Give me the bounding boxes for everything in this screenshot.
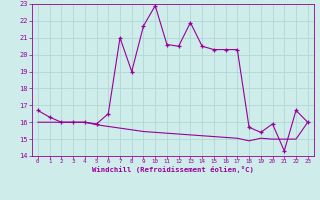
X-axis label: Windchill (Refroidissement éolien,°C): Windchill (Refroidissement éolien,°C) — [92, 166, 254, 173]
